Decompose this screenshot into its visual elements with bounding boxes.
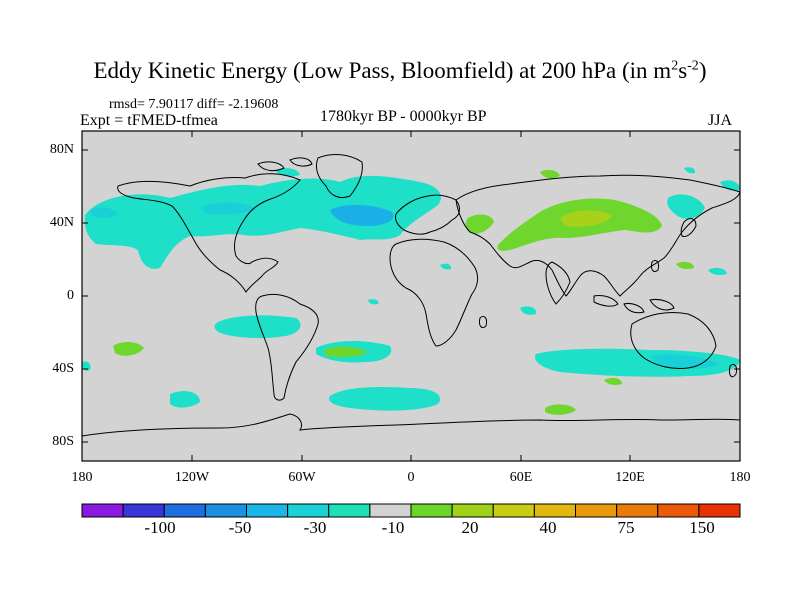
lon-label-120w: 120W [174, 470, 210, 485]
colorbar-label: 75 [617, 518, 635, 537]
coast-canadian-islands [257, 157, 313, 172]
coast-asia [455, 174, 741, 297]
lon-label-180w: 180 [71, 470, 93, 485]
colorbar-label: 150 [689, 518, 715, 537]
colorbar-box [81, 503, 124, 518]
coast-greenland [315, 154, 363, 199]
lat-label-40s: 40S [52, 361, 74, 376]
anomaly-patch-southern-ocean [535, 348, 740, 377]
colorbar-box [616, 503, 659, 518]
anomaly-patch-pacific-core [90, 207, 118, 218]
anomaly-patch-south-indian [604, 377, 622, 385]
coast-europe [395, 194, 460, 235]
coast-japan [680, 218, 697, 237]
anomaly-patch-southern-ocean-core [650, 354, 720, 369]
anomaly-patch-japan [676, 261, 694, 269]
anomaly-patch-south-atlantic-green [324, 346, 368, 358]
coast-north-america [117, 173, 301, 293]
anomaly-patch-indian-ocean [520, 306, 537, 315]
lon-label-180e: 180 [729, 470, 751, 485]
colorbar-label: -50 [228, 518, 252, 537]
coastlines [81, 154, 741, 437]
colorbar-box [204, 503, 248, 518]
anomaly-patch-west-pacific [708, 267, 727, 275]
period-label: 1780kyr BP - 0000kyr BP [320, 108, 487, 125]
colorbar-box [287, 503, 330, 518]
anomaly-patch-south-america-tip [170, 391, 200, 408]
lon-label-60e: 60E [509, 470, 533, 485]
anomaly-patch-nw-pacific [667, 194, 705, 219]
anomaly-patch-north-pacific [84, 175, 441, 269]
season-label: JJA [708, 112, 733, 129]
colorbar-box [657, 503, 700, 518]
lat-label-80s: 80S [52, 434, 74, 449]
coast-new-zealand [729, 363, 737, 378]
map-ticks [81, 131, 741, 461]
colorbar-box [328, 503, 371, 518]
anomaly-patch-europe [465, 214, 494, 234]
colorbar-label: -100 [144, 518, 176, 537]
coast-indonesia [593, 295, 675, 314]
anomaly-patch-asia-core [560, 210, 612, 227]
colorbar-label: 20 [461, 518, 479, 537]
colorbar-box [533, 503, 577, 518]
colorbar-box [122, 503, 165, 518]
anomaly-patch-south-pacific [214, 315, 301, 339]
colorbar-label: 40 [539, 518, 557, 537]
anomaly-patch-na-core [200, 202, 255, 215]
colorbar-label: -30 [303, 518, 327, 537]
lat-label-80n: 80N [49, 142, 74, 157]
coast-madagascar [479, 315, 487, 329]
colorbar-box [369, 503, 412, 518]
colorbar-box [698, 503, 741, 518]
anomaly-patch-arabia [440, 263, 452, 270]
colorbar [81, 503, 741, 518]
lon-label-60w: 60W [288, 470, 316, 485]
anomaly-patch-sw-pacific [82, 361, 91, 371]
lat-label-0: 0 [67, 288, 74, 303]
coast-australia [630, 311, 717, 369]
coast-africa [389, 238, 479, 347]
stats-text: rmsd= 7.90117 diff= -2.19608 [109, 97, 279, 112]
coast-antarctica [81, 413, 741, 437]
colorbar-box [451, 503, 494, 518]
colorbar-label: -10 [381, 518, 405, 537]
colorbar-box [410, 503, 453, 518]
lon-label-120e: 120E [615, 470, 645, 485]
anomaly-patch-ne-pacific [720, 180, 740, 191]
experiment-label: Expt = tFMED-tfmea [80, 112, 218, 129]
colorbar-box [492, 503, 535, 518]
anomaly-patch-tropical-atlantic [368, 299, 379, 305]
coast-south-america [255, 293, 319, 401]
lon-label-0: 0 [407, 470, 415, 485]
colorbar-box [163, 503, 206, 518]
colorbar-box [246, 503, 289, 518]
plot-title: Eddy Kinetic Energy (Low Pass, Bloomfiel… [93, 58, 707, 83]
anomaly-patch-atlantic-core [330, 204, 394, 226]
anomaly-patch-south-pacific-green [113, 342, 144, 356]
anomaly-patch-north-atlantic [395, 182, 420, 193]
anomaly-patch-siberia [540, 169, 560, 179]
anomaly-patch-drake [329, 386, 441, 411]
coast-india [545, 261, 571, 305]
anomaly-patches [82, 167, 740, 415]
coast-philippines [651, 259, 659, 273]
lat-label-40n: 40N [49, 215, 74, 230]
anomaly-patch-kamchatka [684, 167, 696, 174]
anomaly-patch-antarctic-indian [545, 404, 576, 415]
colorbar-box [575, 503, 618, 518]
